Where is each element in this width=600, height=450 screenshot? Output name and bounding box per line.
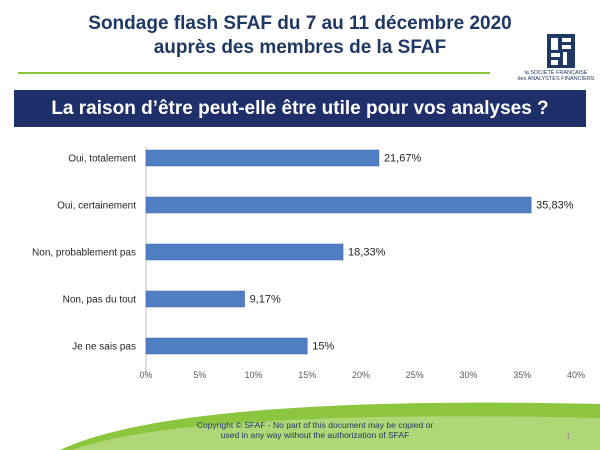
logo-text-line2: des ANALYSTES FINANCIERS [517, 76, 595, 82]
x-tick-label: 35% [513, 370, 531, 380]
x-tick-label: 0% [139, 370, 152, 380]
bar [145, 290, 245, 308]
bar [145, 243, 344, 261]
x-tick-label: 25% [406, 370, 424, 380]
bar [145, 196, 532, 214]
data-label: 15% [312, 341, 334, 353]
x-tick-label: 20% [352, 370, 370, 380]
data-label: 21,67% [384, 153, 422, 165]
x-tick-label: 10% [244, 370, 262, 380]
copyright-footer: Copyright © SFAF - No part of this docum… [150, 420, 480, 440]
x-tick-label: 30% [459, 370, 477, 380]
category-label: Oui, totalement [68, 154, 136, 165]
slide-title-line1: Sondage flash SFAF du 7 au 11 décembre 2… [88, 13, 512, 34]
data-label: 9,17% [250, 294, 281, 306]
x-tick-label: 5% [193, 370, 206, 380]
title-underline [18, 72, 490, 74]
category-label: Non, probablement pas [32, 248, 136, 259]
sfaf-logo-text: la SOCIÉTÉ FRANÇAISE des ANALYSTES FINAN… [515, 70, 597, 82]
data-label: 18,33% [348, 247, 386, 259]
bar [145, 337, 308, 355]
bar-series: Oui, totalement 21,67% Oui, certainement 35… [32, 149, 574, 355]
category-label: Je ne sais pas [72, 342, 136, 353]
data-label: 35,83% [536, 200, 574, 212]
copyright-line1: Copyright © SFAF - No part of this docum… [196, 420, 434, 430]
category-label: Non, pas du tout [63, 295, 137, 306]
page-number: 1 [566, 432, 571, 441]
x-tick-label: 15% [298, 370, 316, 380]
category-label: Oui, certainement [57, 201, 136, 212]
logo-text-line1: la SOCIÉTÉ FRANÇAISE [524, 70, 588, 76]
question-text: La raison d’être peut-elle être utile po… [51, 98, 549, 119]
bar [145, 149, 380, 167]
sfaf-logo-icon [547, 34, 575, 68]
slide-title-line2: auprès des membres de la SFAF [153, 37, 447, 58]
footer-swoosh [60, 402, 600, 450]
question-banner: La raison d’être peut-elle être utile po… [14, 90, 586, 127]
x-tick-label: 40% [567, 370, 585, 380]
bar-chart: 0% 5% 10% 15% 20% 25% 30% 35% 40% Oui, totalemen… [32, 146, 585, 380]
copyright-line2: used in any way without the authorizatio… [220, 430, 410, 440]
x-axis: 0% 5% 10% 15% 20% 25% 30% 35% 40% [139, 146, 585, 380]
